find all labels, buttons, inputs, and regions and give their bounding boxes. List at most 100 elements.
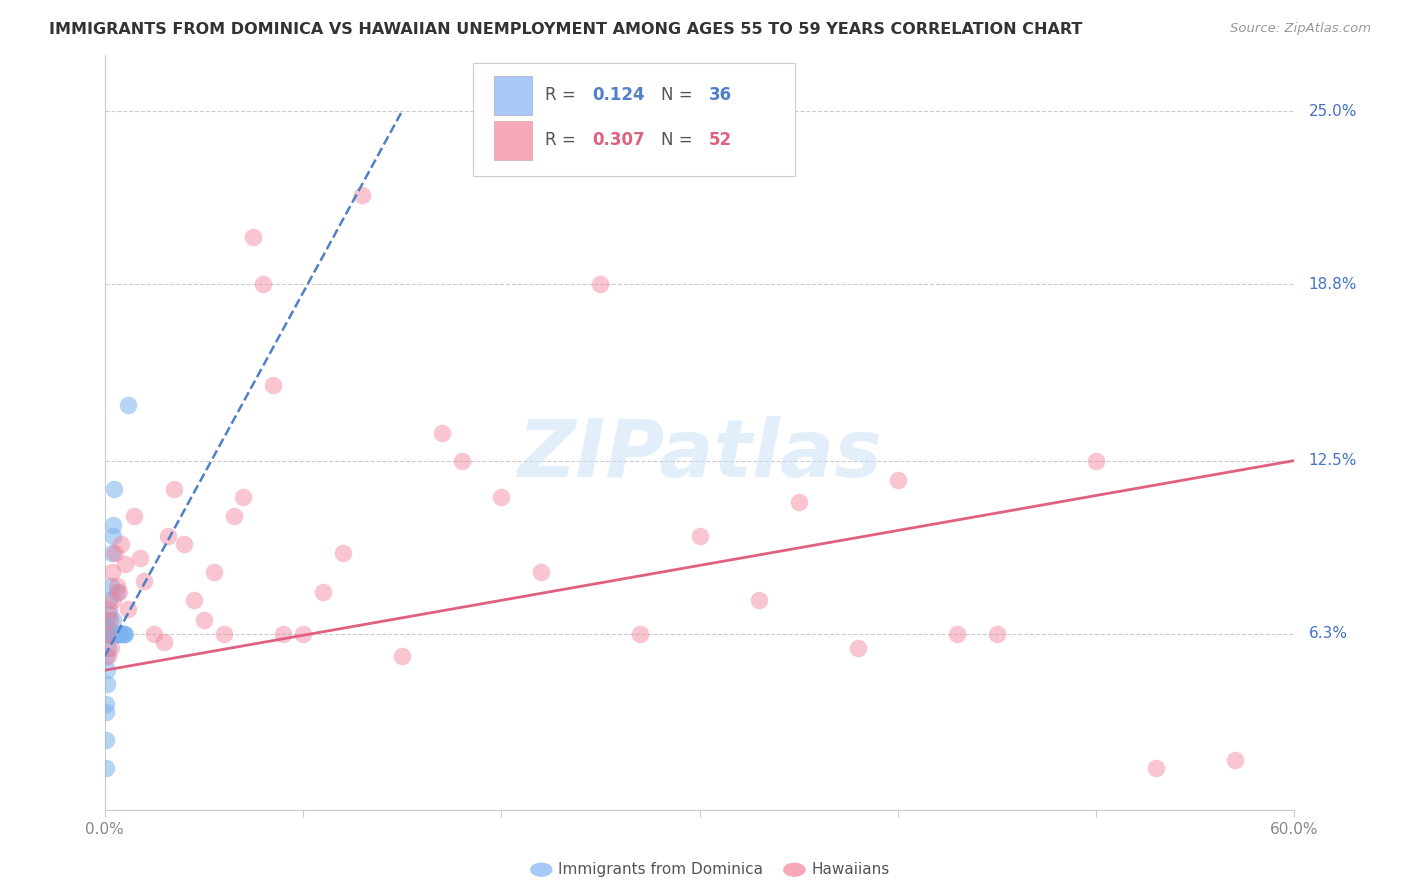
Text: Immigrants from Dominica: Immigrants from Dominica: [558, 863, 763, 877]
Point: [105, 585, 128, 599]
Text: 0.124: 0.124: [592, 87, 645, 104]
Point: [101, 517, 124, 532]
Point: [97, 640, 120, 655]
Point: [157, 529, 180, 543]
Point: [589, 277, 612, 292]
Text: Hawaiians: Hawaiians: [811, 863, 890, 877]
Point: [262, 378, 284, 392]
Text: 52: 52: [709, 131, 733, 150]
Point: [104, 627, 127, 641]
Point: [117, 601, 139, 615]
Point: [271, 627, 294, 641]
Point: [94, 761, 117, 775]
Point: [101, 529, 124, 543]
Point: [96, 627, 118, 641]
Point: [100, 579, 122, 593]
Point: [153, 635, 176, 649]
Point: [96, 613, 118, 627]
Text: 25.0%: 25.0%: [1309, 103, 1357, 119]
Point: [129, 551, 152, 566]
Point: [108, 627, 131, 641]
Point: [100, 640, 122, 655]
Point: [787, 495, 810, 509]
Point: [97, 621, 120, 635]
Point: [96, 663, 118, 677]
Point: [430, 425, 453, 440]
Point: [97, 627, 120, 641]
Point: [114, 627, 136, 641]
Point: [96, 649, 118, 664]
Point: [100, 566, 122, 580]
Point: [97, 627, 120, 641]
Point: [107, 627, 129, 641]
Point: [112, 627, 135, 641]
Point: [530, 566, 553, 580]
Point: [94, 733, 117, 747]
Point: [1144, 761, 1167, 775]
Point: [110, 537, 132, 551]
Point: [98, 627, 121, 641]
Point: [689, 529, 711, 543]
Point: [104, 627, 127, 641]
Point: [94, 627, 117, 641]
Point: [312, 585, 335, 599]
Point: [111, 627, 134, 641]
Point: [212, 627, 235, 641]
Point: [96, 627, 118, 641]
Point: [134, 574, 156, 588]
Point: [100, 546, 122, 560]
Point: [96, 677, 118, 691]
Text: R =: R =: [546, 131, 581, 150]
Point: [332, 546, 354, 560]
Text: IMMIGRANTS FROM DOMINICA VS HAWAIIAN UNEMPLOYMENT AMONG AGES 55 TO 59 YEARS CORR: IMMIGRANTS FROM DOMINICA VS HAWAIIAN UNE…: [49, 22, 1083, 37]
Point: [628, 627, 651, 641]
Point: [124, 509, 146, 524]
Text: 12.5%: 12.5%: [1309, 453, 1357, 468]
Text: 18.8%: 18.8%: [1309, 277, 1357, 292]
Text: ZIPatlas: ZIPatlas: [517, 417, 882, 494]
Point: [96, 697, 118, 711]
Point: [1085, 453, 1108, 467]
Point: [114, 557, 136, 571]
Point: [105, 627, 128, 641]
Point: [242, 230, 264, 244]
Point: [491, 490, 513, 504]
Point: [143, 627, 166, 641]
Point: [104, 546, 127, 560]
Point: [193, 613, 215, 627]
FancyBboxPatch shape: [474, 62, 794, 176]
Text: N =: N =: [661, 131, 699, 150]
Point: [946, 627, 969, 641]
Bar: [494, 76, 531, 115]
Text: 6.3%: 6.3%: [1309, 626, 1348, 641]
Point: [97, 649, 120, 664]
Point: [107, 627, 129, 641]
Point: [94, 705, 117, 719]
Point: [105, 579, 128, 593]
Text: 36: 36: [709, 87, 733, 104]
Point: [117, 398, 139, 412]
Text: N =: N =: [661, 87, 699, 104]
Point: [100, 627, 122, 641]
Point: [101, 613, 124, 627]
Point: [97, 607, 120, 622]
Point: [232, 490, 254, 504]
Text: R =: R =: [546, 87, 581, 104]
Point: [97, 601, 120, 615]
Text: 0.307: 0.307: [592, 131, 645, 150]
Point: [352, 188, 374, 202]
Point: [252, 277, 274, 292]
Bar: [494, 120, 531, 160]
Point: [103, 482, 125, 496]
Point: [846, 640, 869, 655]
Point: [222, 509, 245, 524]
Point: [98, 613, 121, 627]
Point: [291, 627, 314, 641]
Point: [986, 627, 1008, 641]
Point: [98, 593, 121, 607]
Point: [450, 453, 472, 467]
Point: [173, 537, 195, 551]
Point: [107, 585, 129, 599]
Point: [163, 482, 186, 496]
Point: [391, 649, 413, 664]
